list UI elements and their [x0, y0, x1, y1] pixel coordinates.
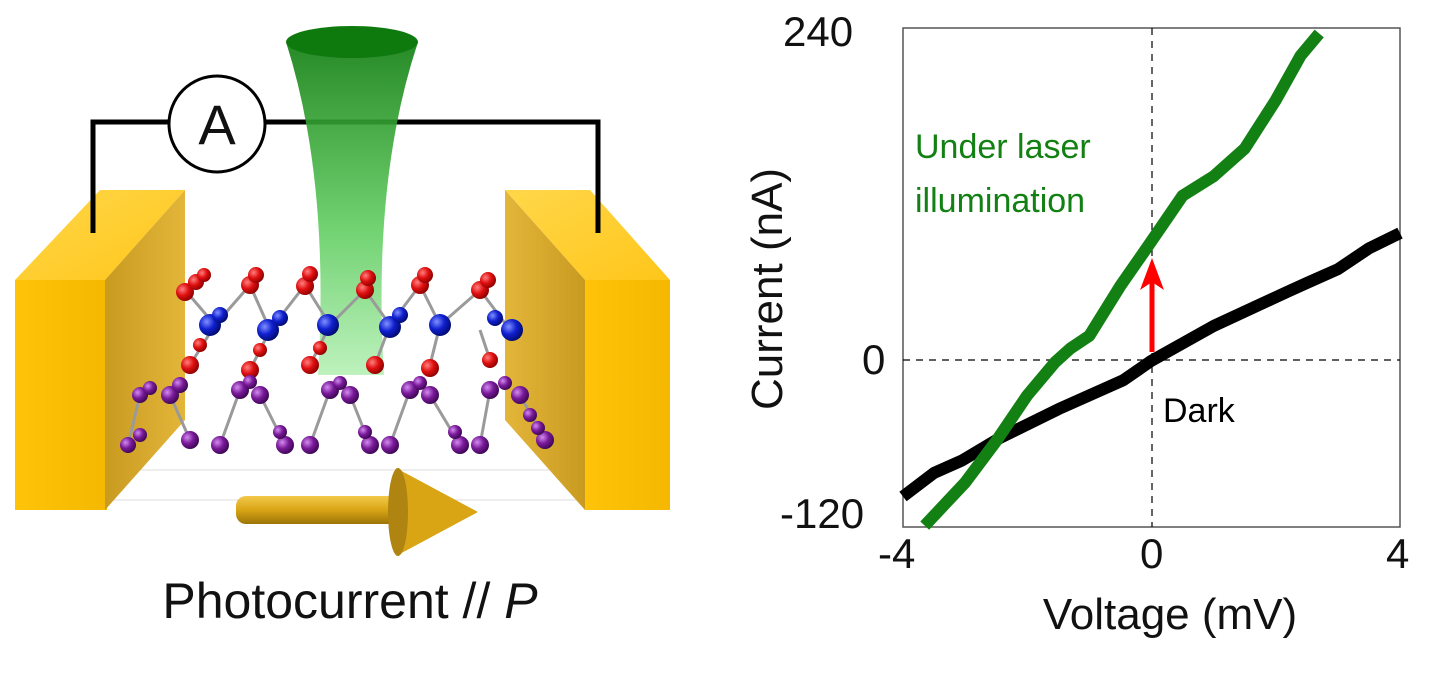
x-tick-4: 4 — [1386, 530, 1410, 577]
current-direction-arrow — [236, 468, 478, 556]
x-tick-0: 0 — [1140, 530, 1164, 577]
laser-beam — [286, 26, 418, 375]
caption-text: Photocurrent // — [162, 573, 491, 629]
y-tick-240: 240 — [783, 8, 854, 55]
ammeter-label: A — [198, 93, 236, 156]
red-arrow-icon — [1140, 258, 1164, 352]
iv-chart — [899, 27, 1403, 530]
schematic-caption: Photocurrent // P — [0, 572, 700, 630]
device-schematic — [15, 26, 670, 556]
left-electrode — [15, 190, 185, 510]
crystal-top-layer — [176, 266, 523, 379]
y-tick-neg120: -120 — [780, 490, 865, 537]
x-tick-neg4: -4 — [878, 530, 916, 577]
caption-italic: P — [504, 573, 538, 629]
y-axis-label: Current (nA) — [743, 167, 792, 410]
ammeter-icon — [167, 74, 267, 174]
laser-series-line — [920, 29, 1324, 530]
laser-annotation-line2: illumination — [915, 182, 1086, 220]
dark-annotation: Dark — [1163, 392, 1235, 430]
y-tick-0: 0 — [862, 336, 886, 383]
laser-annotation-line1: Under laser — [915, 128, 1091, 166]
x-axis-label: Voltage (mV) — [1042, 590, 1298, 639]
right-electrode — [505, 190, 670, 510]
crystal-bottom-layer — [120, 375, 554, 454]
laser-annotation: Under laser illumination — [915, 120, 1091, 228]
dark-series-line — [899, 227, 1403, 502]
substrate — [109, 469, 581, 501]
